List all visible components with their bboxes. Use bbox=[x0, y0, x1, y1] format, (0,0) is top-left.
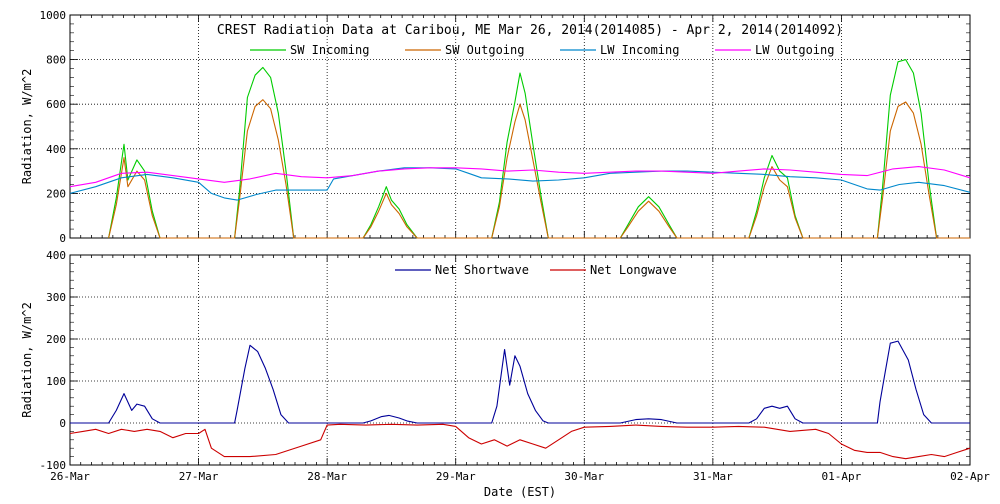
chart-title: CREST Radiation Data at Caribou, ME Mar … bbox=[217, 23, 843, 38]
y-axis-label: Radiation, W/m^2 bbox=[20, 69, 34, 185]
plot-frame bbox=[69, 254, 971, 466]
series-line bbox=[69, 423, 971, 460]
y-tick-label: 800 bbox=[46, 54, 66, 67]
series-line bbox=[69, 166, 971, 188]
y-tick-label: 400 bbox=[46, 249, 66, 262]
series-line bbox=[69, 167, 971, 201]
x-tick-label: 29-Mar bbox=[436, 470, 476, 483]
y-tick-label: 300 bbox=[46, 291, 66, 304]
series-line bbox=[108, 99, 970, 239]
y-tick-label: 1000 bbox=[40, 9, 67, 22]
y-tick-label: 200 bbox=[46, 333, 66, 346]
y-tick-label: 100 bbox=[46, 375, 66, 388]
x-axis-label: Date (EST) bbox=[484, 485, 556, 499]
y-tick-label: 200 bbox=[46, 187, 66, 200]
y-tick-label: 400 bbox=[46, 143, 66, 156]
x-tick-label: 02-Apr bbox=[950, 470, 990, 483]
legend-label: SW Incoming bbox=[290, 43, 369, 57]
y-tick-label: 600 bbox=[46, 98, 66, 111]
x-tick-label: 28-Mar bbox=[307, 470, 347, 483]
y-tick-label: 0 bbox=[59, 232, 66, 245]
x-tick-label: 31-Mar bbox=[693, 470, 733, 483]
y-axis-label: Radiation, W/m^2 bbox=[20, 302, 34, 418]
y-tick-label: -100 bbox=[40, 459, 67, 472]
y-tick-label: 0 bbox=[59, 417, 66, 430]
legend-label: SW Outgoing bbox=[445, 43, 524, 57]
x-tick-label: 27-Mar bbox=[179, 470, 219, 483]
series-line bbox=[70, 340, 970, 424]
x-tick-label: 30-Mar bbox=[564, 470, 604, 483]
legend-label: LW Outgoing bbox=[755, 43, 834, 57]
legend-label: Net Longwave bbox=[590, 263, 677, 277]
x-tick-label: 26-Mar bbox=[50, 470, 90, 483]
x-tick-label: 01-Apr bbox=[822, 470, 862, 483]
legend-label: Net Shortwave bbox=[435, 263, 529, 277]
legend-label: LW Incoming bbox=[600, 43, 679, 57]
